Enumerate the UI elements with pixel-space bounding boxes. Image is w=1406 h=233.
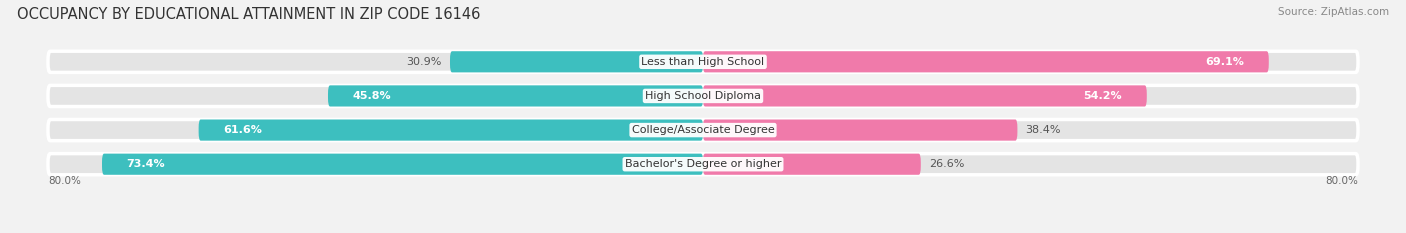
FancyBboxPatch shape <box>103 154 703 175</box>
FancyBboxPatch shape <box>328 85 703 106</box>
FancyBboxPatch shape <box>48 51 1358 72</box>
FancyBboxPatch shape <box>703 51 1268 72</box>
FancyBboxPatch shape <box>48 85 1358 106</box>
Text: 73.4%: 73.4% <box>127 159 165 169</box>
Text: 54.2%: 54.2% <box>1084 91 1122 101</box>
FancyBboxPatch shape <box>703 154 921 175</box>
FancyBboxPatch shape <box>450 51 703 72</box>
Text: 45.8%: 45.8% <box>353 91 391 101</box>
Text: Less than High School: Less than High School <box>641 57 765 67</box>
Text: College/Associate Degree: College/Associate Degree <box>631 125 775 135</box>
Text: 80.0%: 80.0% <box>1326 176 1358 186</box>
Text: 30.9%: 30.9% <box>406 57 441 67</box>
FancyBboxPatch shape <box>703 120 1018 141</box>
FancyBboxPatch shape <box>703 85 1147 106</box>
Text: High School Diploma: High School Diploma <box>645 91 761 101</box>
Text: Source: ZipAtlas.com: Source: ZipAtlas.com <box>1278 7 1389 17</box>
Text: Bachelor's Degree or higher: Bachelor's Degree or higher <box>624 159 782 169</box>
FancyBboxPatch shape <box>198 120 703 141</box>
Text: 38.4%: 38.4% <box>1025 125 1062 135</box>
Text: 69.1%: 69.1% <box>1205 57 1244 67</box>
Text: 26.6%: 26.6% <box>929 159 965 169</box>
FancyBboxPatch shape <box>48 154 1358 175</box>
Text: OCCUPANCY BY EDUCATIONAL ATTAINMENT IN ZIP CODE 16146: OCCUPANCY BY EDUCATIONAL ATTAINMENT IN Z… <box>17 7 481 22</box>
Text: 80.0%: 80.0% <box>48 176 80 186</box>
FancyBboxPatch shape <box>48 120 1358 141</box>
Text: 61.6%: 61.6% <box>224 125 262 135</box>
